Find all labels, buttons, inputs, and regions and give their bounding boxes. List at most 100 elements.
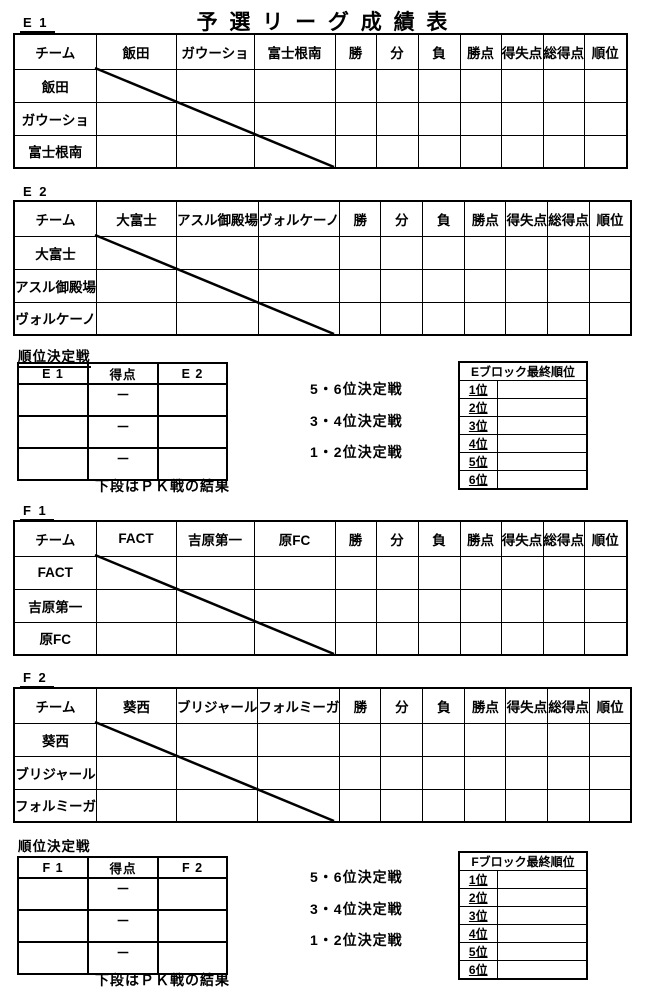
col-header-opponent: 大富士 [96, 200, 177, 237]
result-cell [584, 555, 627, 590]
col-header-opponent: 葵西 [96, 687, 177, 724]
result-cell [505, 268, 549, 303]
result-cell [339, 235, 382, 270]
result-cell [584, 621, 627, 656]
result-cell [380, 268, 424, 303]
playoff-team-cell [17, 447, 89, 481]
pk-note-f: 下段はＰＫ戦の結果 [95, 972, 230, 988]
result-cell [542, 101, 585, 136]
match-label-12-f: 1・2位決定戦 [310, 932, 403, 948]
playoff-team-cell [157, 877, 228, 911]
result-cell [542, 588, 585, 623]
team-name-cell: 吉原第一 [13, 588, 97, 623]
result-cell [547, 268, 590, 303]
league-table-e1: チーム 飯田 ガウーショ 富士根南 勝 分 負 勝点 得失点 総得点 順位 飯田… [13, 33, 628, 169]
rank-label: 1位 [458, 870, 498, 889]
col-header-stat: 総得点 [542, 33, 585, 70]
result-cell [459, 555, 502, 590]
result-cell [500, 134, 544, 169]
result-cell [339, 788, 382, 823]
result-cell [588, 788, 632, 823]
col-header-opponent: ガウーショ [175, 33, 255, 70]
rank-label: 1位 [458, 380, 498, 399]
col-header-stat: 負 [417, 520, 461, 557]
result-cell [175, 555, 255, 590]
result-cell [334, 101, 377, 136]
col-header-stat: 順位 [588, 200, 632, 237]
col-header-stat: 順位 [584, 33, 627, 70]
match-label-34-e: 3・4位決定戦 [310, 413, 403, 429]
col-header-stat: 得失点 [505, 200, 549, 237]
rank-label: 4位 [458, 924, 498, 943]
result-cell [547, 235, 590, 270]
result-cell [500, 68, 544, 103]
result-cell [417, 588, 461, 623]
team-name-cell: 飯田 [13, 68, 97, 103]
result-cell [542, 134, 585, 169]
col-header-stat: 勝点 [464, 687, 507, 724]
result-cell [175, 588, 255, 623]
result-cell [375, 134, 419, 169]
rank-label: 3位 [458, 906, 498, 925]
rank-team-cell [496, 888, 588, 907]
result-cell [257, 268, 341, 303]
col-header-stat: 分 [375, 33, 419, 70]
result-cell [417, 555, 461, 590]
result-cell [175, 68, 255, 103]
result-cell [380, 235, 424, 270]
rank-team-cell [496, 416, 588, 435]
col-header-opponent: 富士根南 [253, 33, 336, 70]
col-header-team: チーム [13, 200, 97, 237]
result-cell [464, 235, 507, 270]
result-cell [588, 722, 632, 757]
result-cell [505, 755, 549, 790]
match-label-56-f: 5・6位決定戦 [310, 869, 403, 885]
result-cell [505, 722, 549, 757]
result-cell [584, 101, 627, 136]
result-cell [257, 788, 341, 823]
team-name-cell: 原FC [13, 621, 97, 656]
playoff-team-cell [157, 383, 228, 417]
result-cell [422, 301, 466, 336]
result-cell [175, 134, 255, 169]
league-table-f2: チーム 葵西 ブリジャール フォルミーガ 勝 分 負 勝点 得失点 総得点 順位… [13, 687, 633, 823]
ranking-table-f: Fブロック最終順位 1位 2位 3位 4位 5位 6位 [458, 851, 588, 980]
playoff-col-header: 得点 [87, 856, 159, 879]
result-cell [253, 101, 336, 136]
col-header-stat: 分 [380, 687, 424, 724]
result-cell [375, 101, 419, 136]
result-cell [176, 268, 259, 303]
result-cell [380, 755, 424, 790]
result-cell [547, 301, 590, 336]
result-cell [422, 235, 466, 270]
result-cell [505, 235, 549, 270]
result-cell [95, 68, 177, 103]
result-cell [375, 555, 419, 590]
result-cell [176, 301, 259, 336]
result-cell [253, 621, 336, 656]
col-header-opponent: フォルミーガ [257, 687, 341, 724]
col-header-opponent: FACT [95, 520, 177, 557]
result-cell [96, 235, 177, 270]
playoff-team-cell [157, 909, 228, 943]
playoff-col-header: F 1 [17, 856, 89, 879]
playoff-team-cell [17, 877, 89, 911]
team-name-cell: フォルミーガ [13, 788, 97, 823]
result-cell [380, 301, 424, 336]
playoff-team-cell [17, 415, 89, 449]
result-cell [380, 788, 424, 823]
match-label-34-f: 3・4位決定戦 [310, 901, 403, 917]
col-header-opponent: 原FC [253, 520, 336, 557]
playoff-team-cell [157, 415, 228, 449]
result-cell [257, 722, 341, 757]
result-cell [500, 101, 544, 136]
col-header-stat: 負 [417, 33, 461, 70]
match-label-56-e: 5・6位決定戦 [310, 381, 403, 397]
result-cell [334, 555, 377, 590]
playoff-col-header: F 2 [157, 856, 228, 879]
col-header-stat: 得失点 [505, 687, 549, 724]
result-cell [547, 722, 590, 757]
col-header-opponent: ヴォルケーノ [257, 200, 341, 237]
ranking-title: Eブロック最終順位 [458, 361, 588, 381]
